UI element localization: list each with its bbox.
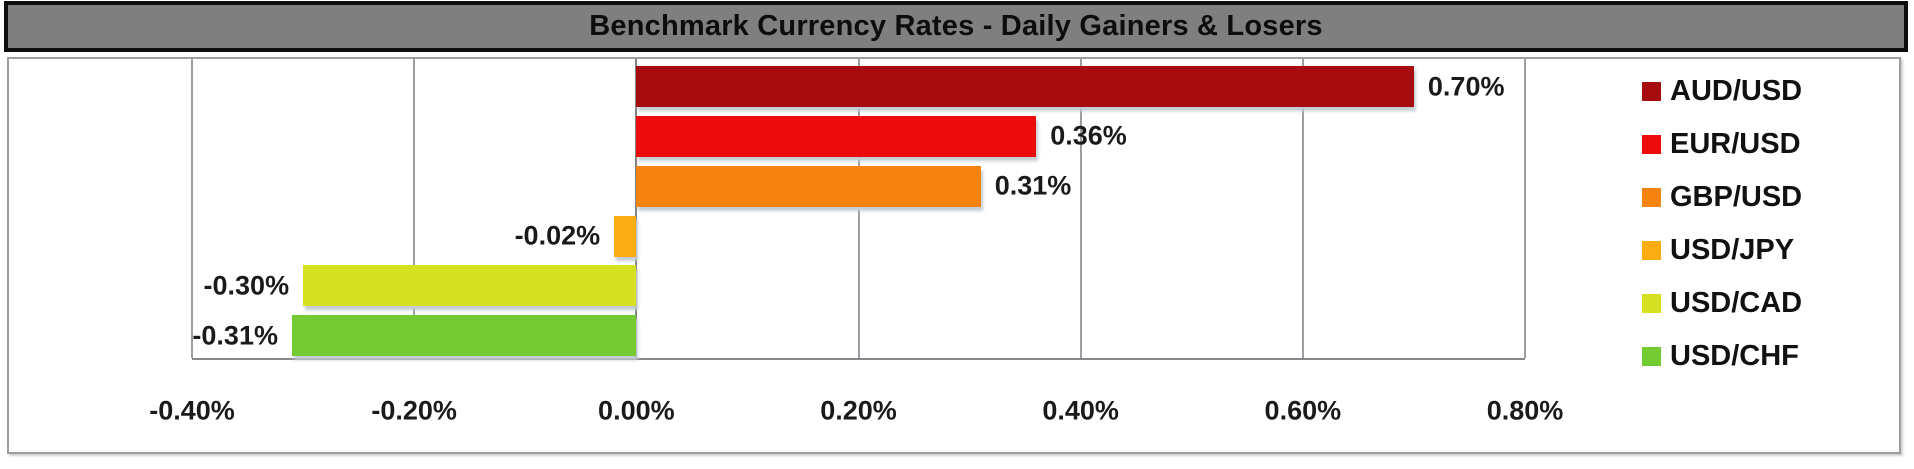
legend-swatch-icon [1642, 188, 1661, 207]
chart-area: 0.70% 0.36% 0.31% -0.02% -0.30% -0.31% -0.40%… [7, 57, 1901, 454]
legend-item-usd-jpy: USD/JPY [1642, 224, 1802, 277]
plot-area: 0.70% 0.36% 0.31% -0.02% -0.30% -0.31% [191, 59, 1526, 360]
chart-title-bar: Benchmark Currency Rates - Daily Gainers… [4, 1, 1908, 52]
data-label-aud-usd: 0.70% [1427, 71, 1505, 101]
x-tick-label--0-20-: -0.20% [371, 395, 457, 426]
data-label-usd-jpy: -0.02% [514, 220, 601, 251]
legend-item-gbp-usd: GBP/USD [1642, 171, 1802, 224]
legend-swatch-icon [1642, 294, 1661, 313]
chart-title: Benchmark Currency Rates - Daily Gainers… [589, 10, 1323, 42]
legend-item-usd-chf: USD/CHF [1642, 330, 1802, 383]
bar-usd-cad [303, 265, 637, 307]
x-tick-label-0-00-: 0.00% [598, 395, 675, 426]
x-tick-label-0-40-: 0.40% [1042, 395, 1119, 426]
bar-gbp-usd [636, 165, 981, 207]
x-axis: -0.40% -0.20% 0.00% 0.20% 0.40% 0.60% 0.80% [149, 389, 1563, 433]
legend-label: USD/CAD [1670, 287, 1803, 319]
x-tick-label-0-60-: 0.60% [1264, 395, 1342, 426]
data-label-usd-chf: -0.31% [192, 320, 278, 351]
gridline [1079, 59, 1082, 358]
bar-aud-usd [636, 66, 1414, 107]
bar-usd-chf [291, 315, 637, 357]
bar-usd-jpy [614, 215, 637, 257]
legend-item-eur-usd: EUR/USD [1642, 118, 1802, 171]
data-label-gbp-usd: 0.31% [994, 170, 1072, 201]
legend-label: GBP/USD [1670, 181, 1803, 213]
legend-label: USD/JPY [1670, 234, 1795, 266]
gridline [857, 59, 860, 358]
legend-label: USD/CHF [1670, 340, 1799, 372]
x-tick-label-0-80-: 0.80% [1486, 395, 1564, 426]
legend-item-usd-cad: USD/CAD [1642, 277, 1802, 330]
data-label-eur-usd: 0.36% [1050, 120, 1127, 151]
legend-swatch-icon [1642, 135, 1661, 154]
legend-label: AUD/USD [1670, 75, 1803, 107]
zero-gridline [635, 59, 638, 358]
legend-swatch-icon [1642, 347, 1661, 366]
gridline [191, 59, 193, 358]
x-tick-label-0-20-: 0.20% [820, 395, 897, 426]
bar-eur-usd [636, 115, 1037, 157]
gridline [1524, 59, 1526, 358]
data-label-usd-cad: -0.30% [203, 270, 290, 301]
legend-swatch-icon [1642, 241, 1661, 260]
legend-label: EUR/USD [1670, 128, 1801, 160]
gridline [1301, 59, 1304, 358]
legend-swatch-icon [1642, 82, 1661, 101]
legend-item-aud-usd: AUD/USD [1642, 65, 1802, 118]
x-tick-label--0-40-: -0.40% [149, 395, 235, 426]
gridline [413, 59, 416, 358]
legend: AUD/USD EUR/USD GBP/USD USD/JPY USD/CAD USD/C… [1642, 65, 1802, 383]
